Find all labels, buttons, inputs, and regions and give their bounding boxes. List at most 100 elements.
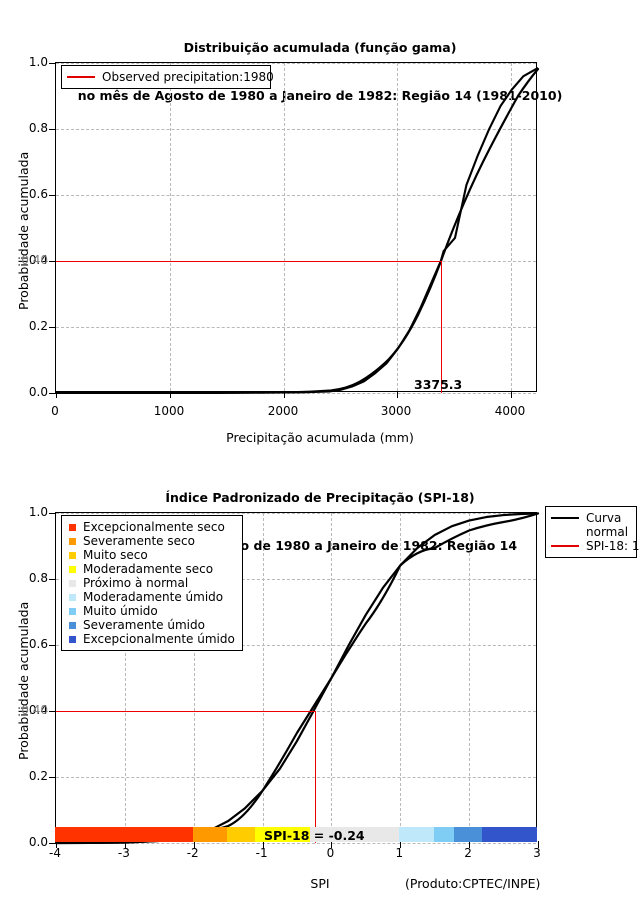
top-chart-title-line1: Distribuição acumulada (função gama) — [183, 40, 457, 55]
xtick-label: 1 — [395, 846, 404, 860]
spi-curve-legend: Curva normal SPI-18: 1980 — [545, 506, 640, 558]
spi-colorbar — [55, 827, 537, 842]
ytick-label: 0.0 — [28, 385, 48, 399]
observed-precip-horizontal-line — [56, 261, 441, 262]
gridline-h — [56, 513, 536, 514]
ytick-label: 0.6 — [28, 187, 48, 201]
ytick-label-extra: 0.40 — [21, 703, 48, 717]
ytick-label: 1.0 — [28, 505, 48, 519]
legend-label: Excepcionalmente seco — [83, 520, 225, 534]
legend-item-curva-normal: Curva normal — [551, 511, 630, 539]
xtick-mark — [400, 841, 402, 848]
ytick-label: 0.8 — [28, 121, 48, 135]
xtick-mark — [284, 391, 285, 398]
gridline-v — [469, 513, 471, 841]
product-footnote: (Produto:CPTEC/INPE) — [405, 876, 541, 891]
legend-label: Moderadamente seco — [83, 562, 214, 576]
legend-item-observed-precipitation: Observed precipitation:1980 — [67, 70, 274, 84]
gamma-cdf-chart-panel: Distribuição acumulada (função gama) no … — [0, 8, 640, 445]
ytick-mark — [49, 261, 56, 262]
ytick-mark — [49, 63, 56, 64]
xtick-mark — [331, 841, 333, 848]
gridline-h — [56, 195, 536, 196]
ytick-label: 0.4 — [28, 703, 48, 717]
colorbar-segment-muito-umido — [433, 827, 455, 842]
colorbar-segment-excepcionalmente-umido — [481, 827, 537, 842]
spi-category-legend: Excepcionalmente seco Severamente seco M… — [61, 515, 243, 651]
legend-item-spi-category: Severamente seco — [67, 534, 236, 548]
xtick-mark — [56, 841, 57, 848]
xtick-mark — [397, 391, 398, 398]
spi-value-annotation: SPI-18 = -0.24 — [264, 828, 365, 843]
ytick-mark — [49, 843, 56, 844]
xtick-label: 3000 — [380, 404, 412, 418]
ytick-mark — [49, 579, 56, 580]
ytick-mark — [49, 195, 56, 196]
legend-item-spi-category: Moderadamente seco — [67, 562, 236, 576]
top-chart-xlabel: Precipitação acumulada (mm) — [226, 430, 414, 445]
colorbar-segment-moderadamente-seco — [254, 827, 310, 842]
color-swatch-icon — [69, 551, 76, 559]
legend-label: Severamente úmido — [83, 618, 205, 632]
legend-label: SPI-18: 1980 — [586, 539, 640, 553]
legend-item-spi-category: Moderadamente úmido — [67, 590, 236, 604]
color-swatch-icon — [69, 593, 76, 601]
gridline-h — [56, 777, 536, 778]
xtick-label: 4000 — [494, 404, 526, 418]
xtick-label: -1 — [255, 846, 268, 860]
top-chart-title-line2: no mês de Agosto de 1980 a Janeiro de 19… — [77, 88, 563, 103]
legend-item-spi-category: Severamente úmido — [67, 618, 236, 632]
xtick-label: 0 — [51, 404, 59, 418]
gridline-h — [56, 327, 536, 328]
gridline-h — [56, 129, 536, 130]
xtick-mark — [538, 841, 539, 848]
xtick-label: 2000 — [267, 404, 299, 418]
legend-label: Moderadamente úmido — [83, 590, 224, 604]
observed-precip-value-annotation: 3375.3 — [414, 377, 463, 392]
ytick-mark — [49, 393, 56, 394]
observed-precip-vertical-line — [441, 261, 442, 393]
xtick-label: 3 — [533, 846, 541, 860]
gridline-v — [170, 63, 171, 391]
gridline-v — [397, 63, 398, 391]
legend-label: Muito úmido — [83, 604, 158, 618]
colorbar-segment-severamente-umido — [454, 827, 482, 842]
top-chart-ylabel: Probabilidade acumulada — [16, 151, 31, 310]
xtick-mark — [193, 841, 195, 848]
xtick-mark — [511, 391, 512, 398]
gamma-cdf-curve-smooth — [54, 67, 540, 394]
xtick-label: 2 — [464, 846, 472, 860]
colorbar-segment-muito-seco — [227, 827, 255, 842]
legend-item-spi-category: Muito seco — [67, 548, 236, 562]
spi-vertical-line — [315, 711, 316, 843]
top-chart-plot-area: Observed precipitation:1980 — [49, 62, 540, 398]
legend-item-spi-category: Próximo à normal — [67, 576, 236, 590]
ytick-label: 1.0 — [28, 55, 48, 69]
black-line-icon — [551, 517, 579, 519]
top-chart-legend: Observed precipitation:1980 — [61, 65, 274, 89]
color-swatch-icon — [69, 537, 76, 545]
xtick-mark — [56, 391, 57, 398]
xtick-label: -3 — [117, 846, 130, 860]
color-swatch-icon — [69, 621, 76, 629]
gridline-h — [56, 393, 536, 394]
red-line-icon — [67, 76, 95, 78]
colorbar-segment-moderadamente-umido — [399, 827, 434, 842]
legend-item-spi-category: Excepcionalmente úmido — [67, 632, 236, 646]
ytick-label: 0.0 — [28, 835, 48, 849]
ytick-label: 0.4 — [28, 253, 48, 267]
ytick-mark — [49, 645, 56, 646]
bottom-chart-xlabel: SPI — [310, 876, 330, 891]
spi-horizontal-line — [56, 711, 315, 712]
xtick-label: -4 — [49, 846, 61, 860]
color-swatch-icon — [69, 523, 76, 531]
ytick-label: 0.2 — [28, 319, 48, 333]
color-swatch-icon — [69, 607, 76, 615]
gridline-v — [193, 513, 195, 841]
gridline-v — [400, 513, 402, 841]
colorbar-segment-severamente-seco — [192, 827, 228, 842]
ytick-label: 0.8 — [28, 571, 48, 585]
top-chart-title: Distribuição acumulada (função gama) no … — [0, 8, 640, 136]
color-swatch-icon — [69, 635, 76, 643]
legend-label: Severamente seco — [83, 534, 195, 548]
